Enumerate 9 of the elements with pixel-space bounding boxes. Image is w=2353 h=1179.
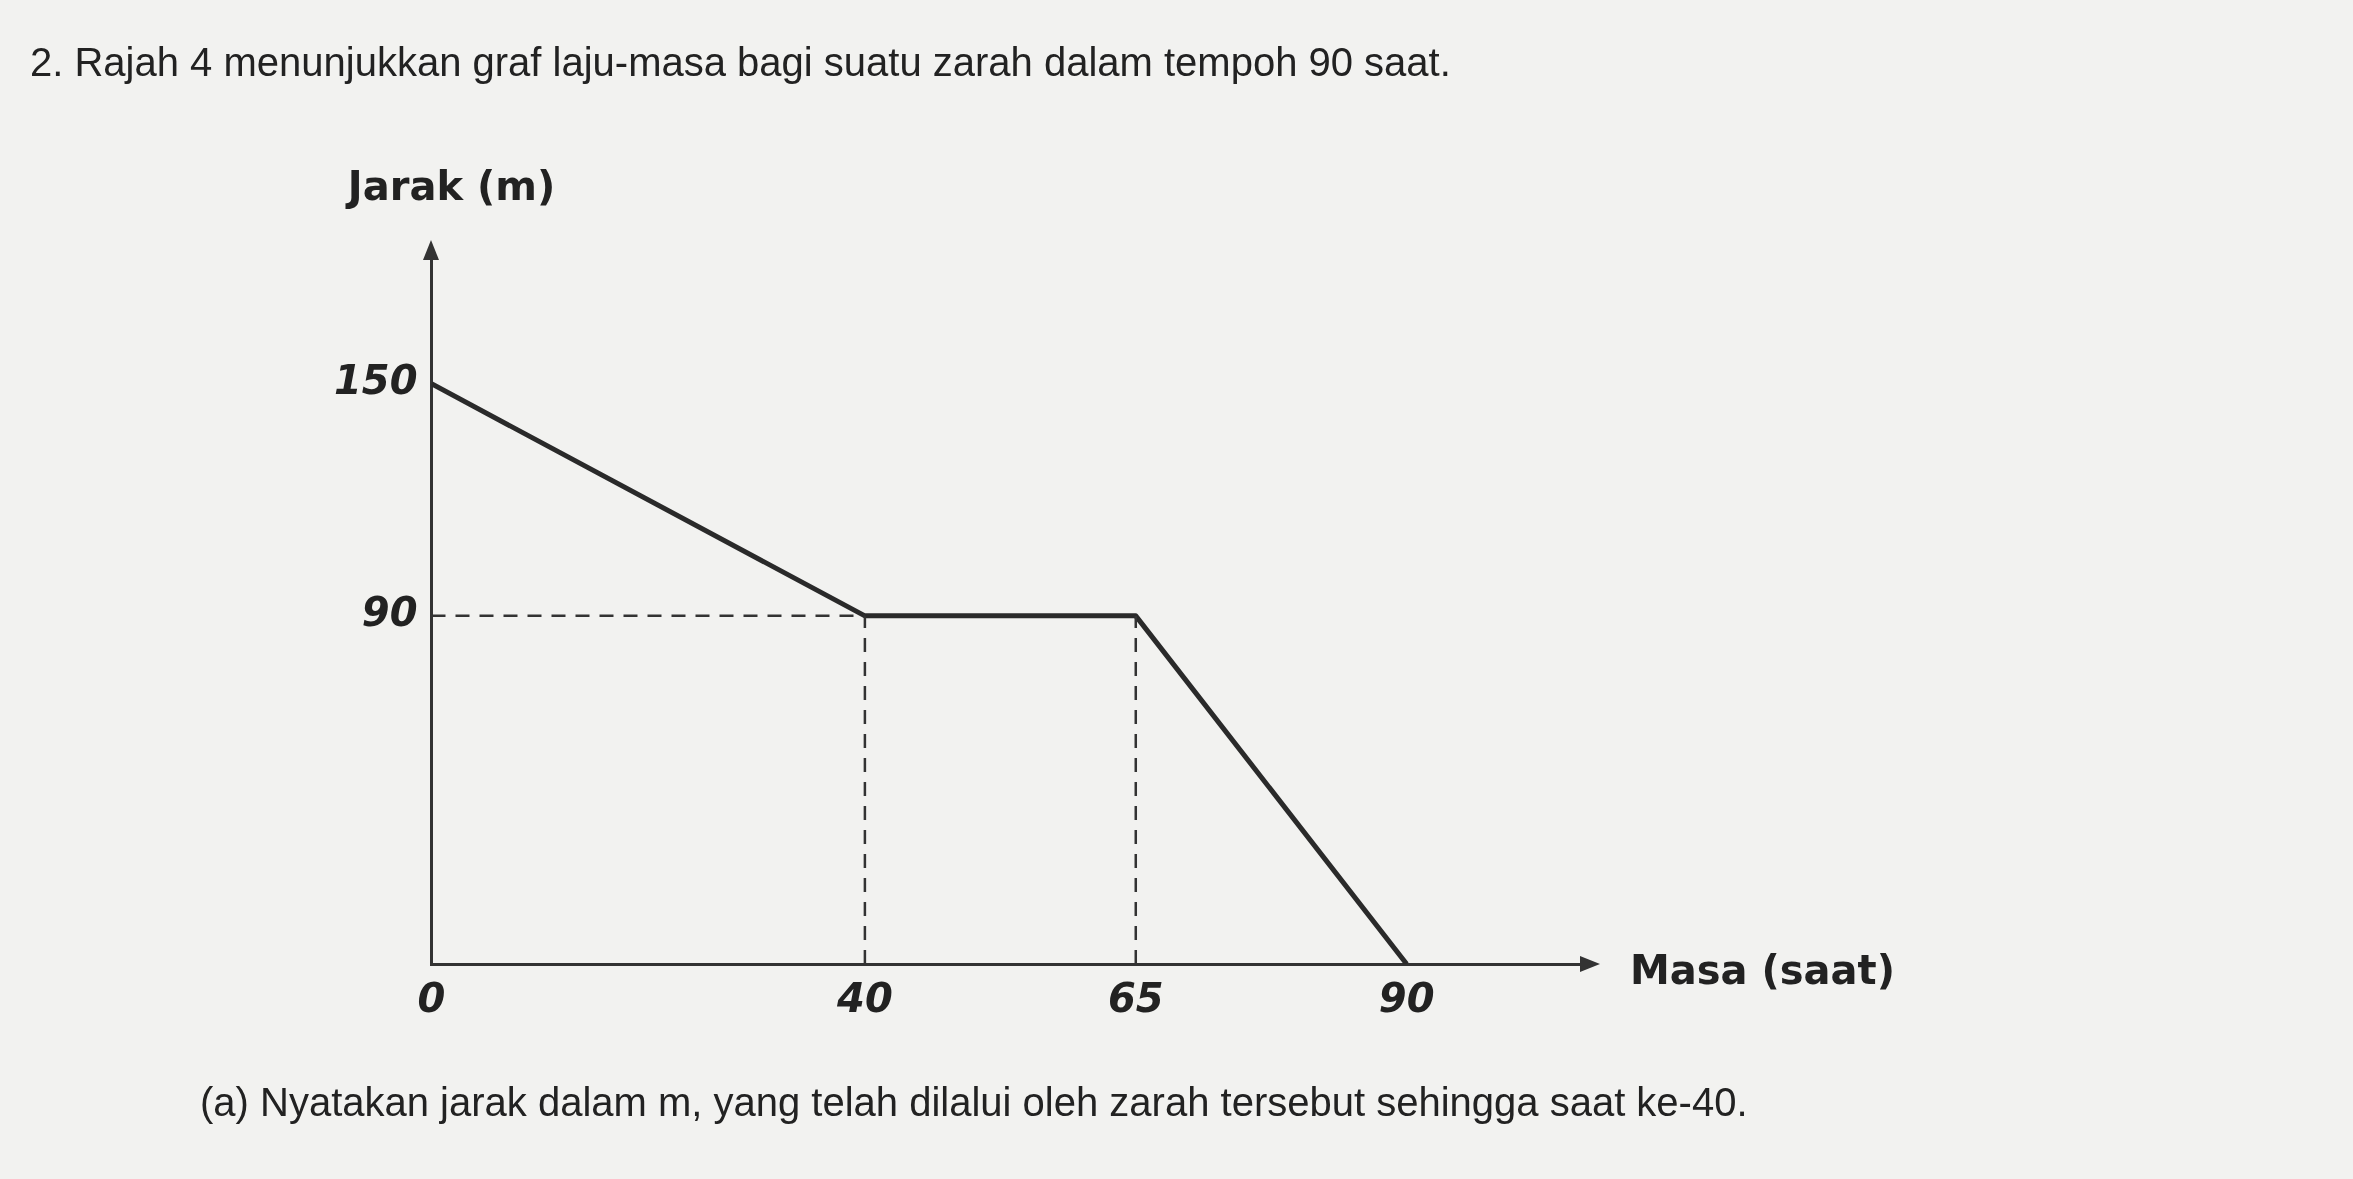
text: (a) Nyatakan jarak dalam m, yang telah dilalui oleh zarah tersebut sehingga saat ke-40. <box>200 1080 1748 1125</box>
x-tick-label: 0 <box>417 975 446 1022</box>
y-axis-title: Jarak (m) <box>344 163 556 210</box>
chart-title: 2. Rajah 4 menunjukkan graf laju-masa bagi suatu zarah dalam tempoh 90 saat. <box>30 40 1451 85</box>
x-tick-label: 90 <box>1378 975 1435 1022</box>
x-tick-label: 65 <box>1107 975 1164 1022</box>
x-axis-title: Masa (saat) <box>1630 947 1895 994</box>
x-tick-label: 40 <box>836 975 893 1022</box>
y-tick-label: 150 <box>334 357 418 404</box>
